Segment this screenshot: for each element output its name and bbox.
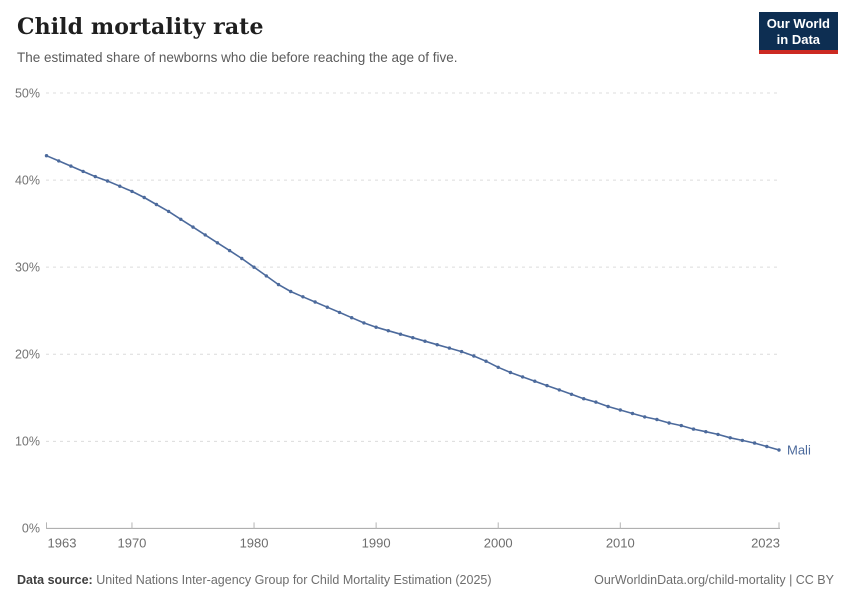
- data-point-1980[interactable]: [252, 265, 256, 269]
- owid-logo-line2: in Data: [776, 31, 821, 47]
- data-point-1981[interactable]: [264, 274, 268, 278]
- x-axis-label-1990: 1990: [362, 535, 391, 550]
- data-point-1997[interactable]: [459, 349, 464, 354]
- data-point-1983[interactable]: [289, 289, 293, 294]
- data-point-1984[interactable]: [301, 295, 305, 299]
- data-point-1967[interactable]: [93, 174, 98, 179]
- page-title: Child mortality rate: [17, 14, 264, 40]
- data-point-1979[interactable]: [240, 256, 244, 261]
- series-entity-label[interactable]: Mali: [787, 443, 811, 458]
- data-point-2012[interactable]: [643, 415, 647, 419]
- data-point-2016[interactable]: [691, 427, 696, 431]
- data-point-2022[interactable]: [765, 444, 769, 449]
- data-point-2001[interactable]: [508, 370, 513, 375]
- data-point-2018[interactable]: [716, 432, 720, 437]
- data-point-1975[interactable]: [191, 225, 195, 229]
- data-point-2023[interactable]: [777, 448, 781, 452]
- data-point-2014[interactable]: [667, 421, 671, 425]
- data-point-2005[interactable]: [557, 388, 561, 392]
- data-point-2000[interactable]: [496, 365, 500, 369]
- data-point-2002[interactable]: [520, 375, 525, 379]
- data-point-2008[interactable]: [594, 400, 598, 404]
- data-point-1988[interactable]: [350, 316, 354, 320]
- data-point-1995[interactable]: [435, 343, 439, 347]
- data-point-1977[interactable]: [215, 241, 220, 245]
- chart-footer: Data source: United Nations Inter-agency…: [17, 573, 834, 587]
- data-point-1973[interactable]: [166, 209, 171, 214]
- x-axis-label-1980: 1980: [240, 535, 269, 550]
- data-point-2019[interactable]: [728, 436, 732, 440]
- chart-subtitle: The estimated share of newborns who die …: [17, 50, 458, 66]
- y-axis-label-20: 20%: [15, 348, 40, 362]
- series-line-mali[interactable]: [45, 154, 780, 451]
- x-axis-label-1963: 1963: [48, 535, 77, 550]
- data-point-1971[interactable]: [142, 195, 146, 200]
- footer-citation-link[interactable]: OurWorldinData.org/child-mortality | CC …: [594, 573, 834, 587]
- data-source: Data source: United Nations Inter-agency…: [17, 573, 492, 587]
- data-source-link[interactable]: United Nations Inter-agency Group for Ch…: [96, 573, 492, 587]
- data-point-1994[interactable]: [423, 339, 427, 343]
- x-axis-label-1970: 1970: [117, 535, 146, 550]
- y-axis-label-30: 30%: [15, 260, 40, 274]
- data-point-1989[interactable]: [362, 321, 366, 325]
- x-axis-label-2010: 2010: [606, 535, 635, 550]
- data-point-1968[interactable]: [105, 179, 110, 183]
- owid-logo-line1: Our World: [766, 16, 830, 31]
- data-point-1991[interactable]: [386, 329, 390, 333]
- data-point-1972[interactable]: [154, 202, 159, 207]
- data-point-1992[interactable]: [398, 332, 403, 336]
- data-point-1965[interactable]: [69, 164, 73, 168]
- data-point-1996[interactable]: [447, 346, 452, 350]
- data-point-1982[interactable]: [276, 282, 281, 287]
- data-point-1987[interactable]: [337, 310, 342, 315]
- data-point-1998[interactable]: [472, 354, 476, 358]
- x-axis-label-2023: 2023: [751, 535, 780, 550]
- data-point-2010[interactable]: [618, 408, 622, 412]
- data-point-1999[interactable]: [484, 359, 488, 363]
- chart-header: Child mortality rate The estimated share…: [17, 14, 750, 67]
- y-axis-label-40: 40%: [15, 173, 40, 187]
- x-axis-label-2000: 2000: [484, 535, 513, 550]
- data-point-1986[interactable]: [325, 305, 329, 309]
- data-point-1976[interactable]: [203, 233, 207, 237]
- owid-logo[interactable]: Our World in Data: [758, 12, 838, 55]
- data-point-2013[interactable]: [655, 417, 659, 422]
- data-point-2007[interactable]: [582, 397, 586, 401]
- data-point-2003[interactable]: [533, 379, 537, 383]
- data-point-1978[interactable]: [227, 248, 232, 253]
- data-point-1974[interactable]: [179, 217, 183, 221]
- y-axis-label-0: 0%: [22, 522, 40, 536]
- data-point-1990[interactable]: [374, 325, 378, 329]
- data-point-2020[interactable]: [740, 438, 745, 443]
- data-point-2004[interactable]: [545, 383, 549, 388]
- data-point-1985[interactable]: [313, 300, 317, 304]
- data-point-1970[interactable]: [130, 189, 134, 194]
- data-point-2006[interactable]: [569, 392, 574, 396]
- data-point-1969[interactable]: [118, 184, 122, 188]
- data-point-1966[interactable]: [81, 169, 85, 174]
- data-point-1993[interactable]: [411, 336, 415, 340]
- data-point-2015[interactable]: [679, 423, 683, 428]
- data-point-1963[interactable]: [44, 154, 49, 158]
- data-source-label: Data source:: [17, 573, 97, 587]
- y-axis-label-50: 50%: [15, 86, 40, 100]
- data-point-2011[interactable]: [630, 411, 635, 416]
- data-point-1964[interactable]: [57, 159, 61, 163]
- data-point-2009[interactable]: [606, 404, 610, 409]
- data-point-2021[interactable]: [752, 441, 757, 445]
- y-axis-label-10: 10%: [15, 435, 40, 449]
- data-point-2017[interactable]: [704, 430, 708, 434]
